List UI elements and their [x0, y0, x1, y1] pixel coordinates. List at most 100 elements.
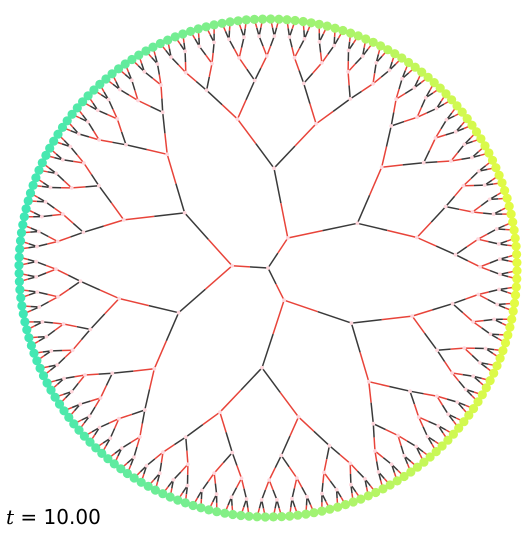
- tree-node: [78, 402, 83, 407]
- tree-edge: [294, 123, 317, 147]
- tree-node: [497, 257, 502, 261]
- leaf-node: [404, 57, 414, 68]
- tree-node: [55, 363, 60, 367]
- tree-edge: [390, 112, 395, 127]
- tree-node: [360, 54, 365, 59]
- tree-node: [182, 211, 187, 215]
- tree-edge: [381, 315, 413, 321]
- leaf-node: [163, 35, 173, 45]
- leaf-node: [69, 419, 79, 429]
- tree-node: [433, 136, 438, 140]
- tree-edge: [452, 298, 466, 305]
- tree-node: [34, 275, 39, 279]
- tree-node: [348, 97, 353, 101]
- tree-edge: [467, 260, 481, 268]
- tree-edge: [385, 125, 392, 147]
- tree-edge: [267, 252, 279, 269]
- tree-node: [171, 477, 176, 482]
- leaf-node: [21, 204, 31, 214]
- tree-node: [70, 348, 75, 353]
- tree-node: [60, 157, 65, 162]
- tree-node: [87, 414, 92, 419]
- tree-node: [402, 453, 407, 458]
- tree-node: [290, 496, 294, 501]
- tree-node: [305, 494, 309, 499]
- tree-node: [230, 450, 235, 455]
- tree-node: [40, 320, 45, 324]
- tree-edge: [289, 416, 300, 437]
- leaf-node: [185, 26, 196, 36]
- tree-node: [436, 423, 441, 428]
- leaf-node: [193, 24, 203, 34]
- leaf-node: [79, 431, 89, 441]
- tree-node: [414, 444, 419, 449]
- leaf-node: [134, 50, 144, 60]
- tree-node: [478, 264, 482, 269]
- tree-node: [389, 462, 394, 467]
- tree-edge: [161, 98, 164, 113]
- tree-node: [183, 70, 188, 75]
- tree-node: [136, 98, 140, 103]
- tree-node: [129, 78, 134, 83]
- tree-node: [408, 389, 412, 394]
- tree-edge: [261, 367, 281, 393]
- leaf-node: [497, 178, 507, 188]
- tree-node: [35, 290, 40, 294]
- leaf-node: [45, 143, 55, 153]
- tree-edge: [372, 423, 375, 438]
- leaf-node: [443, 435, 453, 445]
- tree-edge: [120, 131, 127, 146]
- leaf-node: [512, 266, 522, 276]
- tree-node: [279, 453, 284, 458]
- leaf-node: [462, 114, 472, 124]
- leaf-node: [24, 333, 34, 343]
- leaf-node: [500, 185, 510, 196]
- tree-node: [237, 56, 242, 60]
- tree-edge: [315, 110, 334, 125]
- tree-node: [121, 218, 126, 222]
- tree-node: [229, 495, 234, 499]
- leaf-node: [423, 72, 433, 82]
- tree-edge: [309, 103, 317, 125]
- leaf-node: [67, 109, 77, 119]
- leaf-node: [508, 306, 518, 316]
- leaf-node: [511, 282, 521, 292]
- tree-node: [142, 408, 147, 412]
- tree-node: [117, 416, 121, 421]
- tree-edge: [359, 352, 370, 382]
- tree-node: [292, 55, 297, 60]
- leaf-node: [54, 399, 65, 409]
- tree-node: [176, 310, 181, 315]
- leaf-node: [217, 18, 227, 28]
- tree-node: [476, 237, 480, 242]
- tree-node: [322, 470, 326, 475]
- tree-node: [497, 287, 501, 292]
- leaf-node: [95, 79, 105, 89]
- tree-node: [44, 334, 49, 339]
- leaf-node: [507, 314, 517, 324]
- tree-edge: [368, 381, 372, 403]
- tree-node: [327, 443, 332, 448]
- tree-node: [218, 410, 222, 415]
- tree-edge: [123, 215, 155, 221]
- tree-node: [483, 346, 488, 351]
- tree-node: [183, 435, 188, 439]
- tree-edge: [232, 265, 251, 268]
- leaf-node: [498, 346, 508, 356]
- leaf-node: [500, 338, 511, 348]
- tree-edge: [206, 89, 223, 106]
- tree-edge: [409, 390, 424, 395]
- tree-node: [275, 497, 279, 502]
- tree-node: [259, 498, 264, 502]
- tree-node: [83, 373, 87, 377]
- tree-node: [396, 433, 400, 438]
- tree-edge: [184, 212, 209, 240]
- leaf-node: [429, 78, 439, 88]
- leaf-node: [268, 512, 278, 522]
- tree-edge: [466, 238, 479, 248]
- tree-node: [349, 321, 354, 325]
- leaf-node: [502, 193, 512, 203]
- tree-node: [186, 462, 190, 467]
- tree-edge: [238, 57, 248, 70]
- tree-node: [244, 497, 249, 501]
